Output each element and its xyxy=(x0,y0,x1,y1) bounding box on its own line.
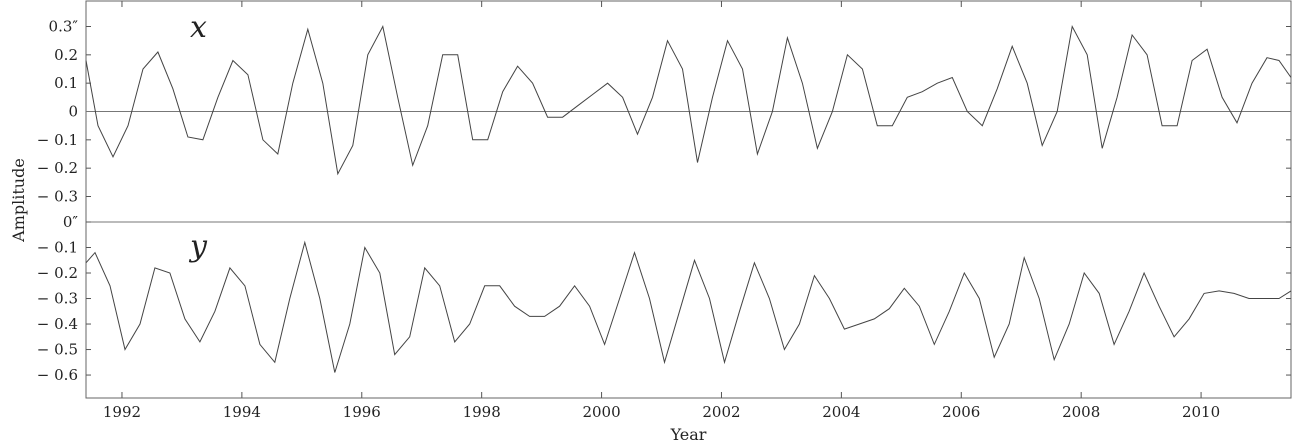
x-tick-label: 1992 xyxy=(103,403,141,421)
panel-label-y: y xyxy=(188,229,208,264)
y-tick-label-x: 0.2 xyxy=(54,46,78,64)
panel-label-x: x xyxy=(190,10,207,45)
x-tick-label: 2002 xyxy=(702,403,740,421)
panel-x: 0.3″ 0.2 0.1 0 − 0.1 − 0.2 − 0.3 x xyxy=(37,10,1292,206)
y-tick-label-y: − 0.6 xyxy=(37,366,78,384)
y-tick-label-y: − 0.1 xyxy=(37,239,78,257)
x-axis-title: Year xyxy=(670,425,707,444)
y-tick-label-x: − 0.2 xyxy=(37,159,78,177)
y-tick-label-x: 0 xyxy=(68,103,78,121)
series-line-y xyxy=(85,240,1292,373)
x-tick-label: 2000 xyxy=(582,403,620,421)
y-tick-label-y: − 0.3 xyxy=(37,290,78,308)
y-tick-label-y: − 0.4 xyxy=(37,315,78,333)
x-tick-label: 1994 xyxy=(223,403,261,421)
y-axis-title: Amplitude xyxy=(9,158,28,243)
x-tick-label: 1998 xyxy=(463,403,501,421)
y-tick-label-y: 0″ xyxy=(63,213,79,231)
y-tick-label-x: − 0.1 xyxy=(37,131,78,149)
chart-panels: 0.3″ 0.2 0.1 0 − 0.1 − 0.2 − 0.3 x 0″ − 0.1 − 0.2 −… xyxy=(37,10,1292,384)
x-tick-label: 2004 xyxy=(822,403,860,421)
x-tick-label: 2010 xyxy=(1182,403,1220,421)
plot-frame xyxy=(85,0,1292,399)
y-tick-label-x: − 0.3 xyxy=(37,188,78,206)
x-tick-label: 1996 xyxy=(343,403,381,421)
y-tick-label-y: − 0.2 xyxy=(37,264,78,282)
plot-border xyxy=(85,0,1292,399)
x-tick-label: 2008 xyxy=(1062,403,1100,421)
y-tick-label-x: 0.1 xyxy=(54,74,78,92)
y-tick-label-x: 0.3″ xyxy=(49,18,79,36)
series-line-x xyxy=(85,24,1292,176)
x-tick-label: 2006 xyxy=(942,403,980,421)
y-tick-label-y: − 0.5 xyxy=(37,341,78,359)
x-axis: 1992 1994 1996 1998 2000 2002 2004 2006 2008 2010 xyxy=(103,1,1220,421)
panel-y: 0″ − 0.1 − 0.2 − 0.3 − 0.4 − 0.5 − 0.6 y xyxy=(37,213,1292,384)
